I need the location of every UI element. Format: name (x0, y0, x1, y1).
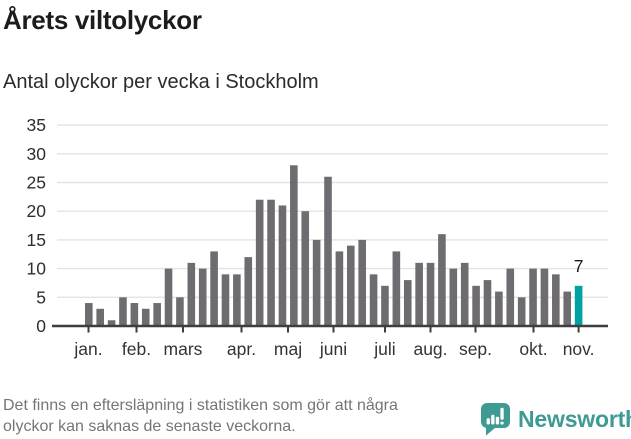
bar (290, 165, 298, 326)
bar (506, 268, 515, 326)
bar (130, 303, 139, 326)
newsworthy-logo: Newsworthy (481, 403, 631, 436)
y-axis-label: 35 (27, 115, 46, 135)
bar (301, 211, 310, 326)
y-axis-label: 10 (27, 259, 47, 279)
bar (552, 274, 560, 326)
y-axis-label: 20 (27, 201, 47, 221)
chart-subtitle: Antal olyckor per vecka i Stockholm (3, 71, 319, 93)
footnote-line-2: olyckor kan saknas de senaste veckorna. (3, 418, 296, 435)
x-axis-label: mars (164, 339, 203, 359)
bar (563, 291, 572, 326)
bar (119, 297, 127, 326)
x-axis-label: jan. (73, 339, 102, 359)
bar (324, 176, 332, 326)
y-axis-label: 5 (36, 287, 46, 307)
bar (403, 280, 412, 326)
y-axis-label: 0 (36, 316, 46, 336)
bar (392, 251, 401, 326)
x-axis-label: nov. (563, 339, 595, 359)
bar (358, 239, 366, 326)
bar (540, 268, 549, 326)
bar (96, 308, 104, 326)
bar (255, 199, 264, 326)
logo-exclamation-stem (500, 407, 504, 420)
logo-exclamation-dot (500, 421, 504, 425)
bar (381, 285, 389, 326)
footnote: Det finns en eftersläpning i statistiken… (3, 395, 398, 437)
x-axis-label: maj (274, 339, 302, 359)
bar (460, 262, 469, 326)
x-axis-label: aug. (413, 339, 447, 359)
footnote-line-1: Det finns en eftersläpning i statistiken… (3, 397, 398, 414)
bar (107, 320, 116, 326)
chart-title: Årets viltolyckor (3, 5, 202, 35)
bar (483, 280, 492, 326)
bar (517, 297, 526, 326)
bar (210, 251, 218, 326)
bar (176, 297, 184, 326)
x-axis-label: juni (319, 339, 347, 359)
x-axis-label: okt. (519, 339, 547, 359)
y-axis-label: 25 (27, 173, 46, 193)
bar (278, 205, 287, 326)
bar (426, 262, 435, 326)
x-axis-label: apr. (227, 339, 256, 359)
bar (221, 274, 230, 326)
newsworthy-logo-text: Newsworthy (518, 406, 631, 432)
logo-mini-bar-1 (486, 418, 490, 425)
bar (198, 268, 207, 326)
bar (449, 268, 458, 326)
bar (312, 239, 321, 326)
bar-chart-canvas: 0 5 10 15 20 25 30 35 jan. feb. mars apr. maj juni jul… (27, 115, 608, 359)
bar (472, 285, 480, 326)
bar (233, 274, 241, 326)
bar (267, 199, 275, 326)
bar (153, 303, 161, 326)
x-axis-label: juli (373, 339, 395, 359)
bar (415, 262, 423, 326)
bar (244, 257, 253, 326)
bar (164, 268, 173, 326)
x-axis-label: feb. (122, 339, 151, 359)
logo-mini-bar-3 (495, 416, 500, 425)
x-axis-label: sep. (459, 339, 492, 359)
logo-mini-bar-2 (491, 414, 495, 425)
bar (85, 303, 93, 326)
bar (495, 291, 503, 326)
bar (335, 251, 344, 326)
highlight-value-label: 7 (574, 256, 584, 276)
bar-highlight-current-week (574, 285, 583, 326)
bar (438, 234, 446, 326)
bar (369, 274, 378, 326)
bar (187, 262, 196, 326)
newsworthy-logo-icon (481, 403, 510, 436)
bar-chart: 0 5 10 15 20 25 30 35 jan. feb. mars apr. maj juni jul… (0, 112, 631, 367)
bar (141, 308, 150, 326)
bar (346, 245, 355, 326)
bar (529, 268, 537, 326)
y-axis-label: 30 (27, 144, 47, 164)
y-axis-label: 15 (27, 230, 46, 250)
